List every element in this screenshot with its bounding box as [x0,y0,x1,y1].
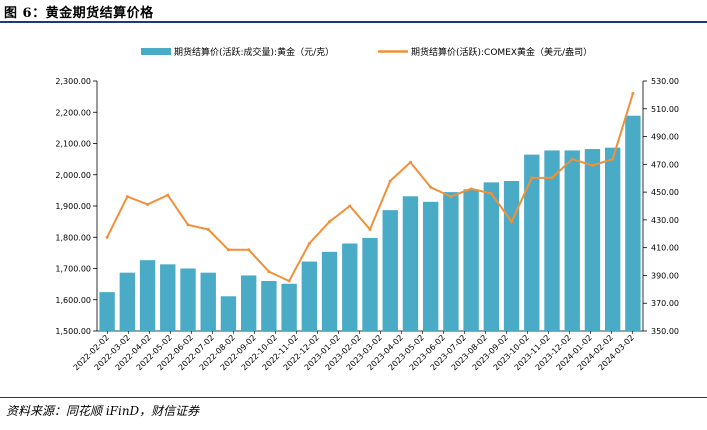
line-point [469,187,473,191]
right-axis: 350.00 370.00 390.00 410.00 430.00 450.00 470.… [643,77,679,336]
legend-bar-label: 期货结算价(活跃:成交量):黄金（元/克） [174,46,334,58]
left-tick-label: 2,000.00 [55,171,91,180]
bar [200,272,216,331]
line-point [307,242,311,245]
line-point [570,157,574,161]
line-series [105,92,635,283]
left-tick-label: 1,700.00 [55,265,91,274]
bottom-rule [0,397,707,398]
right-tick-label: 390.00 [651,271,679,280]
line-point [388,179,392,183]
line-point [631,92,635,95]
line-point [550,176,554,180]
bar [99,292,115,331]
bar [483,182,500,331]
bar [443,192,459,331]
bar [220,296,237,331]
bar-series [99,115,641,331]
line-point [186,223,190,227]
legend-line-label: 期货结算价(活跃):COMEX黄金（美元/盎司） [411,46,592,58]
right-tick-label: 510.00 [651,105,679,114]
left-tick-label: 2,300.00 [55,77,91,86]
left-tick-label: 1,500.00 [55,327,91,336]
right-tick-label: 350.00 [651,327,679,336]
line-point [408,160,412,164]
right-tick-label: 450.00 [651,188,679,197]
right-tick-label: 490.00 [651,133,679,142]
gold-futures-chart: 期货结算价(活跃:成交量):黄金（元/克） 期货结算价(活跃):COMEX黄金（… [55,46,679,372]
line-point [368,227,372,231]
bar [139,260,156,331]
line-point [510,220,514,224]
bar [261,281,277,331]
bar [119,272,136,331]
line-point [328,220,332,224]
line-point [206,227,210,231]
bar [604,147,621,331]
right-tick-label: 530.00 [651,77,679,86]
right-tick-label: 370.00 [651,299,679,308]
right-tick-label: 430.00 [651,216,679,225]
line-point [146,202,150,206]
line-point [449,195,453,199]
legend: 期货结算价(活跃:成交量):黄金（元/克） 期货结算价(活跃):COMEX黄金（… [141,46,592,58]
line-point [590,163,594,167]
bar [564,150,580,331]
top-rule [0,21,707,23]
line-point [226,248,230,252]
bar [160,264,176,331]
x-axis: 2022-02-022022-03-022022-04-022022-05-02… [72,331,636,372]
bar [503,181,520,331]
bar [240,275,257,331]
legend-bar-swatch [141,48,171,55]
bar [180,268,196,331]
bar [584,149,601,331]
left-tick-label: 1,800.00 [55,233,91,242]
line-point [125,195,129,199]
bar [301,261,318,331]
bar [625,115,641,331]
line-point [267,270,271,274]
bar [321,251,338,331]
line-point [166,193,170,197]
bar [281,283,297,331]
left-tick-label: 1,900.00 [55,202,91,211]
line-point [611,157,615,161]
bar [362,237,378,331]
line-point [247,248,251,252]
line-point [429,185,433,189]
line-point [105,235,109,239]
figure-title: 图 6：黄金期货结算价格 [4,6,154,21]
bar [524,154,540,331]
line-point [530,176,534,180]
right-tick-label: 410.00 [651,244,679,253]
right-tick-label: 470.00 [651,160,679,169]
bar [422,201,439,331]
source-note: 资料来源：同花顺 iFinD，财信证券 [6,404,200,418]
line-point [287,279,291,283]
left-tick-label: 2,100.00 [55,140,91,149]
bar [544,150,560,331]
left-tick-label: 2,200.00 [55,108,91,117]
left-tick-label: 1,600.00 [55,296,91,305]
line-point [489,192,493,195]
left-axis: 1,500.00 1,600.00 1,700.00 1,800.00 1,900.00… [55,77,97,336]
bar [402,196,419,331]
bar [382,210,398,331]
bar [463,189,479,331]
line-point [348,204,352,208]
bar [342,243,358,331]
